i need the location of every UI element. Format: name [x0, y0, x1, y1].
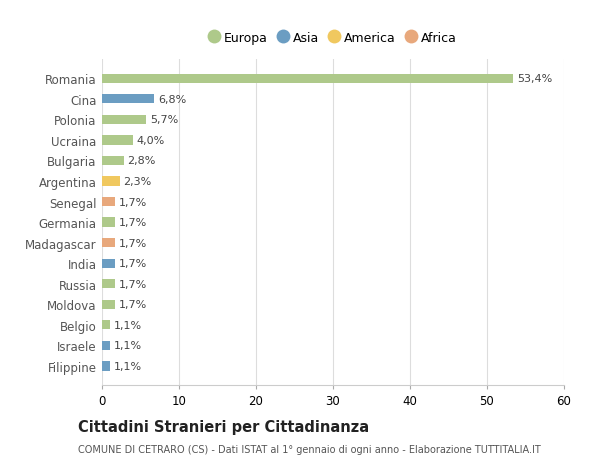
- Text: 1,1%: 1,1%: [115, 361, 142, 371]
- Text: 1,7%: 1,7%: [119, 279, 147, 289]
- Text: 6,8%: 6,8%: [158, 95, 187, 105]
- Text: 53,4%: 53,4%: [517, 74, 552, 84]
- Text: 1,7%: 1,7%: [119, 197, 147, 207]
- Bar: [102, 300, 115, 309]
- Bar: [102, 362, 110, 371]
- Bar: [102, 136, 133, 145]
- Text: 2,3%: 2,3%: [124, 177, 152, 187]
- Bar: [102, 320, 110, 330]
- Text: 1,1%: 1,1%: [115, 341, 142, 351]
- Bar: [102, 218, 115, 227]
- Text: Cittadini Stranieri per Cittadinanza: Cittadini Stranieri per Cittadinanza: [78, 419, 369, 434]
- Bar: [102, 280, 115, 289]
- Text: 2,8%: 2,8%: [127, 156, 156, 166]
- Text: 1,7%: 1,7%: [119, 218, 147, 228]
- Bar: [102, 95, 154, 104]
- Text: 5,7%: 5,7%: [150, 115, 178, 125]
- Text: 1,7%: 1,7%: [119, 300, 147, 310]
- Bar: [102, 74, 513, 84]
- Bar: [102, 177, 120, 186]
- Text: 1,7%: 1,7%: [119, 238, 147, 248]
- Text: COMUNE DI CETRARO (CS) - Dati ISTAT al 1° gennaio di ogni anno - Elaborazione TU: COMUNE DI CETRARO (CS) - Dati ISTAT al 1…: [78, 444, 541, 454]
- Bar: [102, 197, 115, 207]
- Text: 4,0%: 4,0%: [137, 135, 165, 146]
- Text: 1,7%: 1,7%: [119, 258, 147, 269]
- Bar: [102, 116, 146, 125]
- Legend: Europa, Asia, America, Africa: Europa, Asia, America, Africa: [204, 27, 462, 50]
- Bar: [102, 157, 124, 166]
- Bar: [102, 239, 115, 248]
- Text: 1,1%: 1,1%: [115, 320, 142, 330]
- Bar: [102, 341, 110, 350]
- Bar: [102, 259, 115, 268]
